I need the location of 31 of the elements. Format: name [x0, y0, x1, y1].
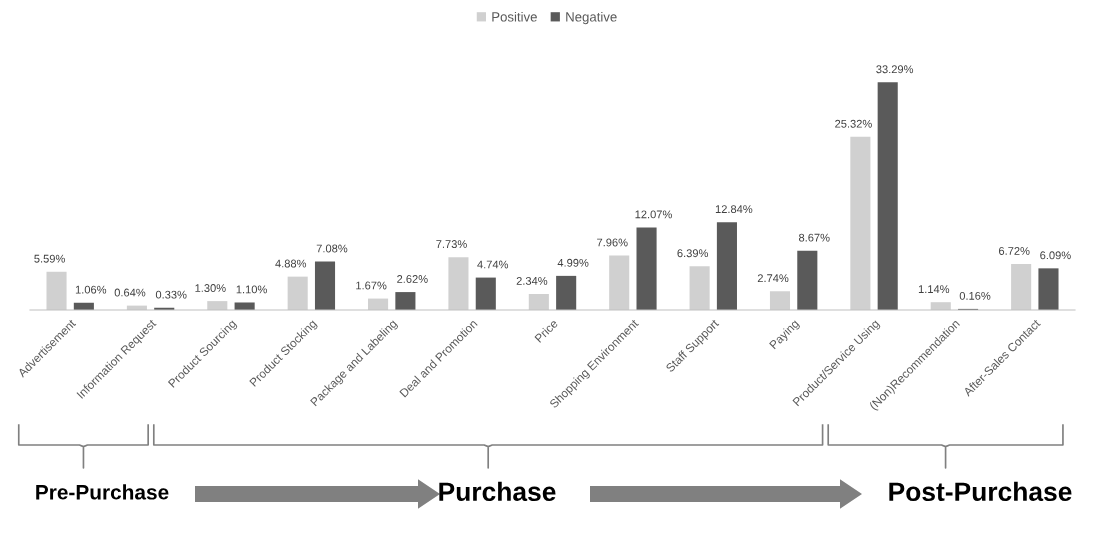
data-label: 0.64%: [114, 288, 146, 297]
data-label: 0.33%: [155, 290, 187, 299]
data-label: 2.34%: [516, 276, 548, 285]
data-label: 4.88%: [275, 259, 307, 268]
data-label: 1.14%: [918, 285, 950, 294]
data-label: 4.99%: [557, 258, 589, 267]
data-label: 1.10%: [236, 285, 267, 294]
data-label: 7.73%: [436, 240, 467, 248]
data-label: 4.74%: [477, 260, 509, 269]
data-label: 25.32%: [835, 119, 872, 128]
data-label: 6.09%: [1040, 251, 1071, 260]
legend-label: Positive: [492, 11, 537, 22]
data-label: 2.62%: [397, 275, 428, 283]
data-label: 12.84%: [715, 205, 753, 214]
data-label: 7.96%: [597, 238, 628, 247]
data-label: 6.72%: [999, 247, 1030, 255]
data-label: 12.07%: [635, 210, 672, 219]
data-label: 1.06%: [75, 285, 107, 294]
data-label: 5.59%: [34, 254, 65, 263]
data-label: 1.67%: [356, 281, 387, 290]
text: Post-Purchase: [889, 481, 1072, 502]
text: Pre-Purchase: [36, 484, 169, 500]
data-label: 8.67%: [798, 233, 830, 242]
data-label: 2.74%: [757, 274, 789, 283]
legend-label: Negative: [566, 11, 617, 25]
data-label: 7.08%: [316, 244, 348, 253]
data-label: 1.30%: [195, 284, 226, 292]
data-label: 0.16%: [959, 291, 991, 300]
text: Purchase: [439, 481, 556, 502]
data-label: 6.39%: [677, 249, 709, 258]
data-label: 33.29%: [876, 65, 914, 74]
